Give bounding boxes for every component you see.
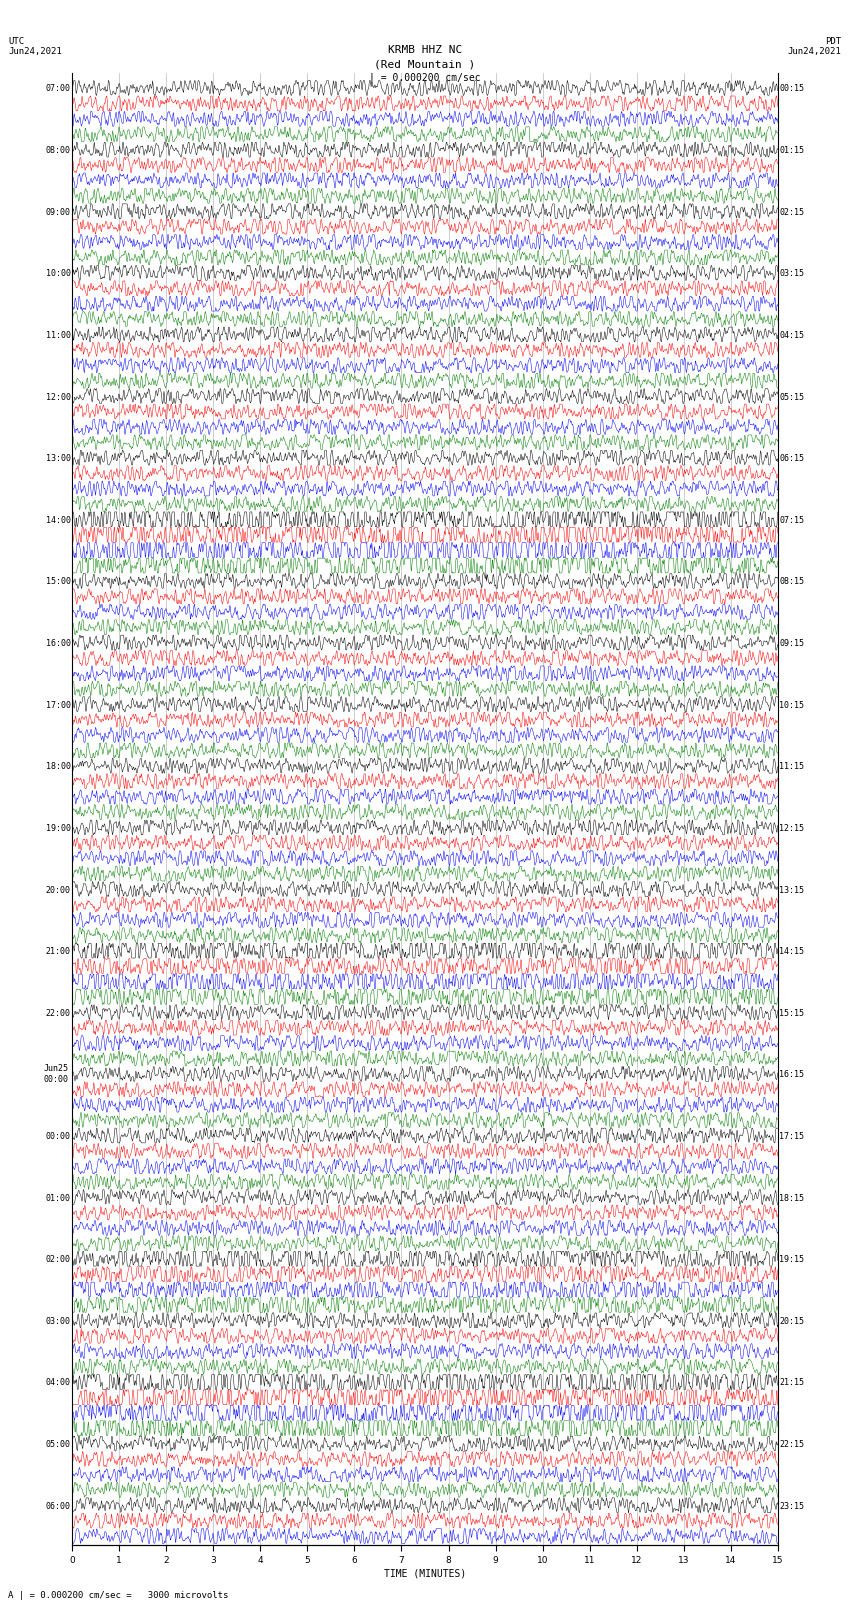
X-axis label: TIME (MINUTES): TIME (MINUTES) [384, 1569, 466, 1579]
Text: (Red Mountain ): (Red Mountain ) [374, 60, 476, 69]
Text: PDT
Jun24,2021: PDT Jun24,2021 [788, 37, 842, 56]
Text: KRMB HHZ NC: KRMB HHZ NC [388, 45, 462, 55]
Text: Jun25
00:00: Jun25 00:00 [43, 1065, 68, 1084]
Text: | = 0.000200 cm/sec: | = 0.000200 cm/sec [369, 73, 481, 84]
Text: A | = 0.000200 cm/sec =   3000 microvolts: A | = 0.000200 cm/sec = 3000 microvolts [8, 1590, 229, 1600]
Text: UTC
Jun24,2021: UTC Jun24,2021 [8, 37, 62, 56]
